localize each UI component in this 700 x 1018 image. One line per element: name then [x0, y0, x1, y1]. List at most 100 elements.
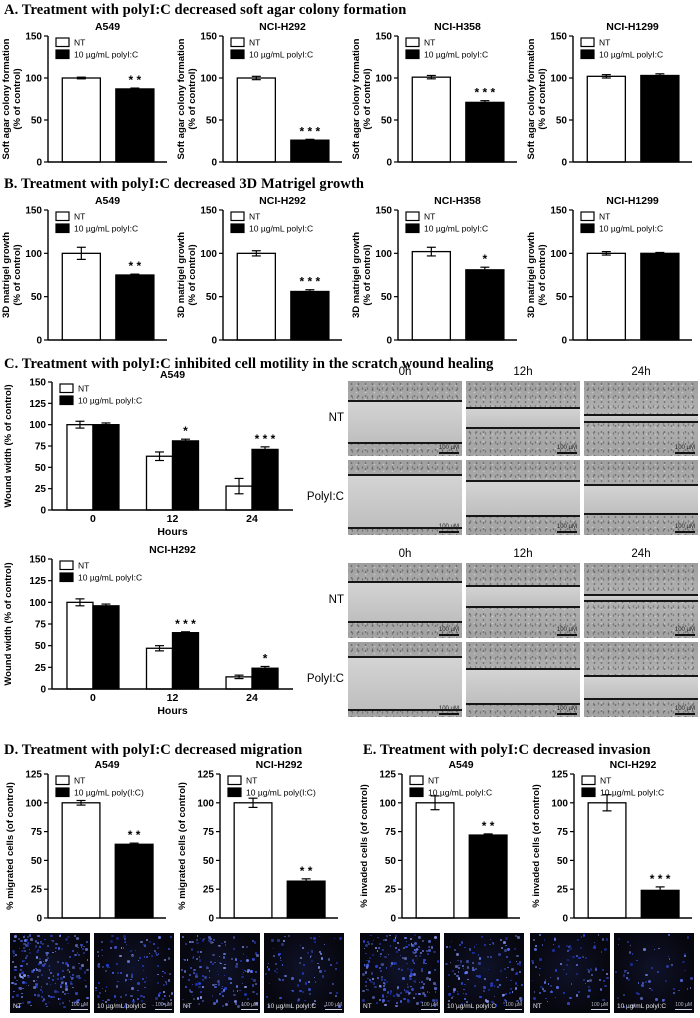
legend-swatch-treated [580, 223, 595, 234]
cell-nucleus-dot [539, 958, 542, 961]
wound-gap [584, 595, 698, 602]
cell-nucleus-dot [383, 982, 386, 985]
cell-nucleus-dot [30, 938, 33, 941]
chart-title: A549 [95, 195, 120, 207]
bar-treated [251, 667, 279, 690]
legend-swatch-treated [227, 787, 242, 798]
cell-nucleus-dot [408, 943, 411, 946]
cell-nucleus-dot [504, 1004, 506, 1007]
cell-nucleus-dot [33, 969, 35, 971]
legend-label: 10 µg/mL polyI:C [249, 224, 313, 234]
panel-e-title: E. Treatment with polyI:C decreased inva… [363, 742, 651, 758]
cell-nucleus-dot [212, 1001, 216, 1005]
wound-col-header: 24h [631, 366, 651, 378]
cell-nucleus-dot [19, 987, 22, 990]
cell-nucleus-dot [672, 988, 675, 991]
cell-nucleus-dot [414, 934, 416, 937]
cell-nucleus-dot [460, 982, 464, 985]
x-tick-label: 12 [167, 513, 179, 525]
cell-nucleus-dot [362, 999, 365, 1002]
cell-nucleus-dot [18, 987, 20, 989]
cell-nucleus-dot [202, 937, 206, 941]
cell-nucleus-dot [597, 934, 600, 936]
cell-nucleus-dot [284, 974, 287, 978]
wound-edge-line [348, 656, 462, 658]
cell-nucleus-dot [508, 960, 512, 964]
cell-nucleus-dot [375, 965, 379, 969]
cell-nucleus-dot [644, 980, 648, 984]
cell-nucleus-dot [514, 948, 516, 950]
cell-nucleus-dot [453, 990, 455, 993]
cell-nucleus-dot [234, 1000, 237, 1004]
cell-nucleus-dot [428, 945, 431, 949]
cell-nucleus-dot [569, 947, 573, 950]
cell-nucleus-dot [66, 964, 70, 967]
cell-nucleus-dot [139, 957, 141, 959]
cell-nucleus-dot [411, 988, 414, 991]
cell-nucleus-dot [30, 970, 34, 974]
cell-nucleus-dot [464, 983, 466, 986]
cell-nucleus-dot [455, 965, 458, 968]
cell-nucleus-dot [222, 995, 224, 997]
cell-nucleus-dot [404, 936, 407, 940]
cell-nucleus-dot [69, 981, 73, 985]
cell-nucleus-dot [106, 964, 109, 967]
cell-nucleus-dot [517, 984, 519, 986]
cell-nucleus-dot [476, 974, 479, 977]
cell-nucleus-dot [137, 998, 139, 1000]
cell-nucleus-dot [48, 976, 51, 979]
cell-nucleus-dot [223, 966, 226, 970]
cell-nucleus-dot [224, 987, 228, 990]
cell-nucleus-dot [454, 1003, 456, 1005]
cell-nucleus-dot [575, 964, 578, 966]
cell-nucleus-dot [38, 969, 41, 972]
cell-nucleus-dot [408, 975, 411, 978]
cell-nucleus-dot [127, 960, 130, 963]
cell-nucleus-dot [140, 940, 143, 944]
cell-nucleus-dot [52, 975, 55, 977]
cell-nucleus-dot [504, 1000, 507, 1003]
cell-nucleus-dot [210, 938, 212, 941]
legend-swatch-treated [230, 49, 245, 60]
cell-nucleus-dot [27, 975, 31, 979]
cell-nucleus-dot [182, 976, 184, 978]
bar-treated [290, 290, 330, 341]
cell-nucleus-dot [417, 948, 420, 951]
cell-nucleus-dot [192, 956, 195, 958]
cell-nucleus-dot [631, 1004, 635, 1007]
panel-c-title: C. Treatment with polyI:C inhibited cell… [4, 356, 494, 372]
cell-nucleus-dot [12, 996, 14, 998]
cell-nucleus-dot [397, 942, 400, 944]
cell-nucleus-dot [41, 964, 45, 968]
legend-label: NT [428, 776, 439, 786]
cell-nucleus-dot [60, 977, 63, 980]
cell-nucleus-dot [24, 957, 28, 960]
cell-nucleus-dot [410, 943, 413, 945]
y-tick-label: 100 [551, 798, 568, 809]
cell-nucleus-dot [380, 978, 384, 981]
cell-nucleus-dot [445, 945, 448, 948]
chart-title: NCI-H292 [259, 21, 306, 33]
y-tick-label: 0 [562, 914, 568, 925]
cell-nucleus-dot [464, 992, 467, 995]
scale-bar: 100 µM [438, 706, 459, 715]
cell-nucleus-dot [157, 973, 159, 976]
cell-nucleus-dot [61, 961, 64, 964]
fluorescence-micrograph: NT 100 µM [360, 933, 440, 1013]
cell-nucleus-dot [434, 991, 437, 993]
legend-swatch-nt [581, 775, 596, 786]
y-axis-label: (% of control) [537, 68, 548, 129]
cell-nucleus-dot [65, 988, 68, 991]
cell-nucleus-dot [96, 951, 99, 954]
cell-nucleus-dot [407, 999, 411, 1003]
cell-nucleus-dot [309, 956, 312, 959]
cell-nucleus-dot [246, 969, 250, 972]
cell-nucleus-dot [210, 940, 213, 944]
cell-nucleus-dot [26, 944, 30, 947]
y-tick-label: 0 [390, 914, 396, 925]
y-tick-label: 0 [208, 914, 214, 925]
cell-nucleus-dot [413, 996, 416, 999]
cell-nucleus-dot [95, 986, 98, 989]
cell-nucleus-dot [161, 975, 164, 978]
cell-nucleus-dot [56, 977, 59, 980]
